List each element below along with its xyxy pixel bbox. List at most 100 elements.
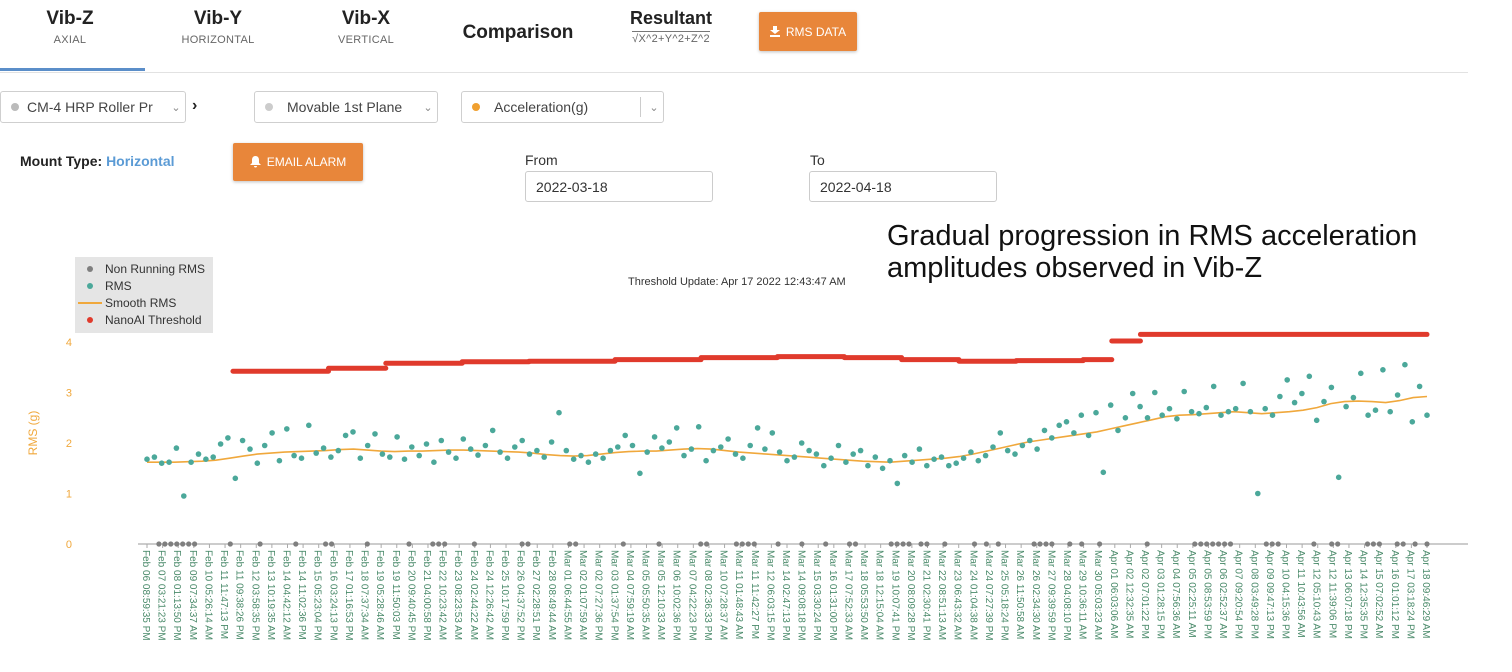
- non-running-point: [983, 541, 990, 547]
- non-running-point: [751, 541, 757, 547]
- from-date-input[interactable]: 2022-03-18: [525, 171, 713, 202]
- rms-point: [865, 462, 871, 469]
- non-running-point: [1222, 541, 1228, 547]
- rms-point: [1350, 394, 1357, 401]
- rms-point: [1372, 407, 1379, 413]
- x-tick-label: Feb 09 07:34:37 AM: [187, 550, 198, 640]
- rms-point: [887, 457, 893, 464]
- rms-point: [1174, 416, 1180, 422]
- chart-legend: Non Running RMS RMS Smooth RMS NanoAI Th…: [75, 257, 213, 333]
- x-tick-label: Apr 01 06:03:06 AM: [1108, 550, 1119, 638]
- to-date-input[interactable]: 2022-04-18: [809, 171, 997, 202]
- rms-point: [1394, 392, 1401, 398]
- rms-point: [798, 440, 805, 446]
- non-running-point: [1144, 541, 1150, 547]
- rms-point: [1078, 412, 1085, 418]
- rms-point: [622, 432, 628, 439]
- rms-point: [1269, 412, 1276, 418]
- tab-comparison[interactable]: Comparison: [455, 22, 581, 44]
- rms-point: [710, 447, 717, 454]
- chevron-down-icon: ⌄: [171, 101, 181, 114]
- tab-resultant[interactable]: Resultant √X^2+Y^2+Z^2: [615, 8, 727, 45]
- x-tick-label: Apr 03 01:28:15 PM: [1155, 550, 1166, 639]
- x-tick-label: Mar 05 05:50:35 AM: [640, 550, 651, 640]
- x-tick-label: Mar 26 02:34:30 AM: [1030, 550, 1041, 640]
- rms-point: [1203, 404, 1210, 411]
- x-tick-label: Mar 04 07:59:19 AM: [624, 550, 635, 640]
- x-tick-label: Feb 14 04:42:12 AM: [280, 550, 291, 640]
- rms-point: [600, 455, 606, 461]
- x-tick-label: Mar 14 09:08:18 PM: [796, 550, 807, 641]
- non-running-point: [704, 541, 710, 547]
- rms-point: [637, 470, 643, 477]
- non-running-point: [775, 541, 781, 547]
- x-tick-label: Feb 11 09:38:26 PM: [234, 550, 245, 640]
- rms-point: [666, 439, 673, 445]
- x-tick-label: Mar 24 01:04:38 AM: [967, 550, 978, 640]
- machine-select[interactable]: CM-4 HRP Roller Pr ⌄: [0, 91, 186, 123]
- non-running-point: [192, 541, 198, 547]
- rms-point: [1188, 408, 1195, 415]
- annotation-line-2: amplitudes observed in Vib-Z: [887, 252, 1263, 284]
- plane-select[interactable]: Movable 1st Plane ⌄: [254, 91, 438, 123]
- x-tick-label: Apr 05 08:53:59 PM: [1201, 550, 1212, 639]
- rms-point: [931, 456, 937, 462]
- non-running-point: [942, 541, 948, 547]
- tab-vib-y[interactable]: Vib-Y HORIZONTAL: [170, 8, 266, 46]
- rms-point: [1380, 367, 1386, 373]
- measure-select[interactable]: Acceleration(g) ⌄: [461, 91, 664, 123]
- x-tick-label: Feb 19 05:28:46 AM: [374, 550, 385, 640]
- tab-bar: Vib-Z AXIAL Vib-Y HORIZONTAL Vib-X VERTI…: [0, 0, 1468, 73]
- rms-point: [1093, 409, 1099, 416]
- rms-point: [482, 442, 489, 449]
- from-label: From: [525, 152, 558, 168]
- x-tick-label: Feb 14 11:02:36 PM: [296, 550, 307, 640]
- legend-item-smooth-rms[interactable]: Smooth RMS: [75, 294, 213, 311]
- legend-item-rms[interactable]: RMS: [75, 277, 213, 294]
- rms-point: [791, 454, 798, 460]
- legend-item-non-running[interactable]: Non Running RMS: [75, 260, 213, 277]
- rms-point: [857, 447, 864, 454]
- rms-point: [563, 447, 570, 454]
- rms-point: [239, 437, 246, 444]
- non-running-point: [799, 541, 805, 547]
- non-running-point: [1204, 541, 1210, 547]
- x-tick-label: Apr 10 04:15:36 PM: [1280, 550, 1291, 639]
- non-running-point: [852, 541, 859, 547]
- email-alarm-label: EMAIL ALARM: [266, 155, 347, 169]
- measure-dot-icon: [472, 103, 480, 111]
- rms-point: [968, 449, 974, 455]
- rms-point: [872, 454, 879, 460]
- rms-point: [681, 452, 687, 459]
- x-tick-label: Mar 23 06:43:32 AM: [952, 550, 963, 640]
- x-tick-label: Mar 03 01:37:54 PM: [608, 550, 619, 641]
- rms-point: [445, 449, 452, 455]
- tab-vib-z[interactable]: Vib-Z AXIAL: [30, 8, 110, 46]
- tab-vib-x-sub: VERTICAL: [338, 34, 394, 46]
- rms-data-button[interactable]: RMS DATA: [759, 12, 857, 51]
- x-tick-label: Mar 21 02:30:41 PM: [920, 550, 931, 641]
- email-alarm-button[interactable]: EMAIL ALARM: [233, 143, 363, 181]
- rms-point: [254, 460, 261, 466]
- non-running-point: [180, 541, 186, 547]
- chevron-right-icon[interactable]: ›: [192, 97, 198, 114]
- rms-chart: 0 1 2 3 4 RMS (g) Feb 06 08:59:35 PM Feb 07 03:…: [26, 331, 1468, 641]
- rms-point: [225, 435, 231, 441]
- legend-item-threshold[interactable]: NanoAI Threshold: [75, 311, 213, 328]
- rms-point: [673, 425, 680, 431]
- x-tick-label: Mar 10 07:28:37 AM: [718, 550, 729, 640]
- rms-point: [181, 493, 187, 499]
- rms-point: [821, 462, 827, 469]
- non-running-point: [1269, 541, 1275, 547]
- x-tick-label: Mar 12 06:03:15 PM: [764, 550, 775, 641]
- non-running-point: [1192, 541, 1198, 547]
- non-running-point: [1049, 541, 1055, 547]
- rms-point: [1152, 389, 1158, 396]
- mount-type-label: Mount Type:: [20, 153, 103, 169]
- y-tick-label: 4: [66, 337, 72, 349]
- non-running-point: [442, 541, 448, 547]
- rms-point: [843, 459, 849, 465]
- x-tick-label: Feb 10 05:26:14 AM: [202, 550, 213, 640]
- tab-vib-x[interactable]: Vib-X VERTICAL: [326, 8, 406, 46]
- rms-point: [489, 427, 496, 434]
